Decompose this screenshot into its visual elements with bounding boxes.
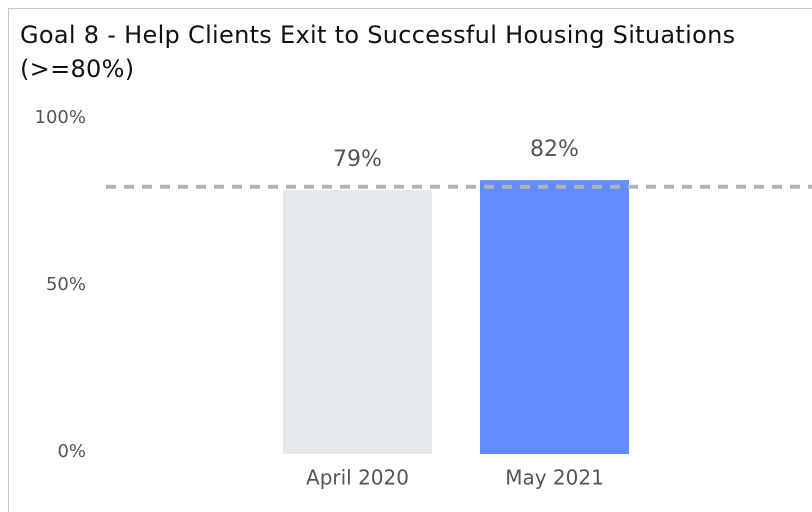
y-tick-label: 50% xyxy=(46,274,86,295)
data-label: 79% xyxy=(333,147,382,172)
y-tick-label: 0% xyxy=(57,441,86,462)
x-tick-label: April 2020 xyxy=(306,466,409,490)
x-tick-label: May 2021 xyxy=(505,466,604,490)
bar xyxy=(480,180,629,454)
bar xyxy=(283,190,432,454)
chart-title: Goal 8 - Help Clients Exit to Successful… xyxy=(20,21,736,83)
y-tick-label: 100% xyxy=(35,107,86,128)
data-label: 82% xyxy=(530,137,579,162)
chart-panel xyxy=(8,8,812,512)
